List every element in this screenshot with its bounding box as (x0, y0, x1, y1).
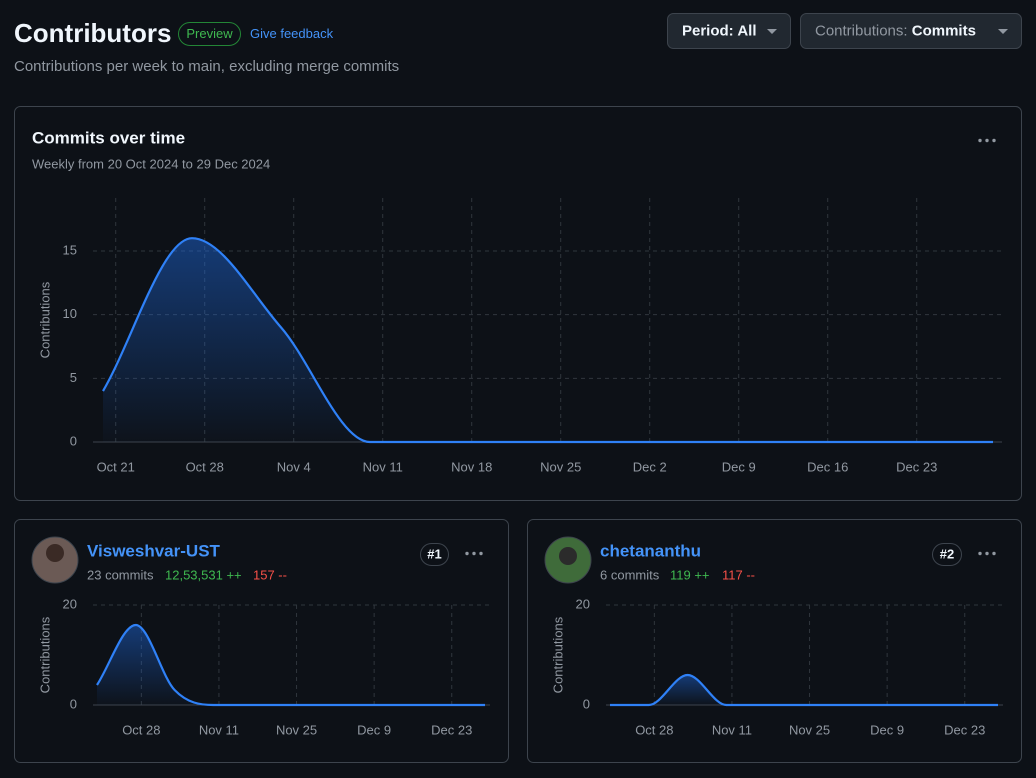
y-tick-label: 20 (63, 596, 77, 611)
line (96, 623, 485, 707)
x-tick-label: Dec 23 (431, 722, 472, 737)
x-tick-label: Oct 21 (97, 459, 135, 474)
y-tick-label: 20 (576, 596, 590, 611)
avatar-detail (559, 547, 577, 565)
x-tick-label: Nov 25 (276, 722, 317, 737)
x-tick-label: Nov 11 (712, 722, 752, 737)
deletions: 117 -- (722, 567, 755, 582)
additions: 12,53,531 ++ (165, 567, 242, 582)
x-tick-label: Dec 23 (896, 459, 937, 474)
rank-pill (932, 543, 962, 566)
page-title: Contributors (14, 18, 171, 48)
period-button[interactable] (667, 13, 791, 49)
period-label: Period: (682, 22, 734, 39)
chart-title: Commits over time (32, 128, 185, 147)
more-menu[interactable] (978, 138, 996, 143)
contributor-card (527, 519, 1022, 763)
x-tick-label: Dec 9 (722, 459, 756, 474)
y-axis-label: Contributions (550, 616, 565, 693)
y-tick-label: 0 (583, 696, 590, 711)
chart-subtitle: Weekly from 20 Oct 2024 to 29 Dec 2024 (32, 156, 270, 171)
x-tick-label: Nov 4 (277, 459, 311, 474)
y-tick-label: 15 (63, 242, 77, 257)
x-tick-label: Dec 9 (357, 722, 391, 737)
deletions: 157 -- (253, 567, 287, 582)
y-tick-label: 10 (63, 306, 77, 321)
rank: #1 (427, 546, 441, 561)
line (610, 673, 998, 707)
y-tick-label: 0 (70, 433, 77, 448)
x-tick-label: Oct 28 (122, 722, 160, 737)
contributions-text: Contributions: Commits (815, 22, 976, 39)
contributor-name[interactable]: Visweshvar-UST (87, 541, 221, 560)
feedback-link[interactable]: Give feedback (250, 26, 334, 41)
x-tick-label: Oct 28 (186, 459, 224, 474)
area (103, 238, 993, 442)
period-value: All (737, 22, 756, 39)
y-axis-label: Contributions (37, 616, 52, 693)
contributions-value: Commits (912, 22, 976, 39)
rank: #2 (940, 546, 954, 561)
x-tick-label: Dec 16 (807, 459, 848, 474)
area (97, 625, 485, 705)
x-tick-label: Nov 25 (789, 722, 830, 737)
page-subtitle: Contributions per week to main, excludin… (14, 58, 399, 75)
y-tick-label: 0 (70, 696, 77, 711)
x-tick-label: Nov 11 (199, 722, 239, 737)
x-tick-label: Nov 11 (363, 459, 403, 474)
rank-pill (420, 543, 449, 566)
area (610, 675, 998, 705)
x-tick-label: Oct 28 (635, 722, 673, 737)
more-menu[interactable] (465, 551, 483, 556)
x-tick-label: Dec 2 (633, 459, 667, 474)
more-menu[interactable] (978, 551, 996, 556)
commit-count: 23 commits (87, 567, 154, 582)
contributions-label: Contributions: (815, 22, 908, 39)
period-text: Period: All (682, 22, 756, 39)
commit-count: 6 commits (600, 567, 660, 582)
x-tick-label: Dec 23 (944, 722, 985, 737)
y-tick-label: 5 (70, 370, 77, 385)
x-tick-label: Nov 25 (540, 459, 581, 474)
contributor-name[interactable]: chetananthu (600, 541, 701, 560)
x-tick-label: Dec 9 (870, 722, 904, 737)
y-axis-label: Contributions (37, 281, 52, 358)
caret (998, 29, 1008, 34)
line (102, 237, 993, 444)
additions: 119 ++ (670, 567, 710, 582)
contributions-button[interactable] (800, 13, 1022, 49)
preview-badge: Preview (186, 26, 233, 41)
badge-outline (178, 22, 241, 46)
x-tick-label: Nov 18 (451, 459, 492, 474)
avatar-detail (46, 544, 64, 562)
caret (767, 29, 777, 34)
